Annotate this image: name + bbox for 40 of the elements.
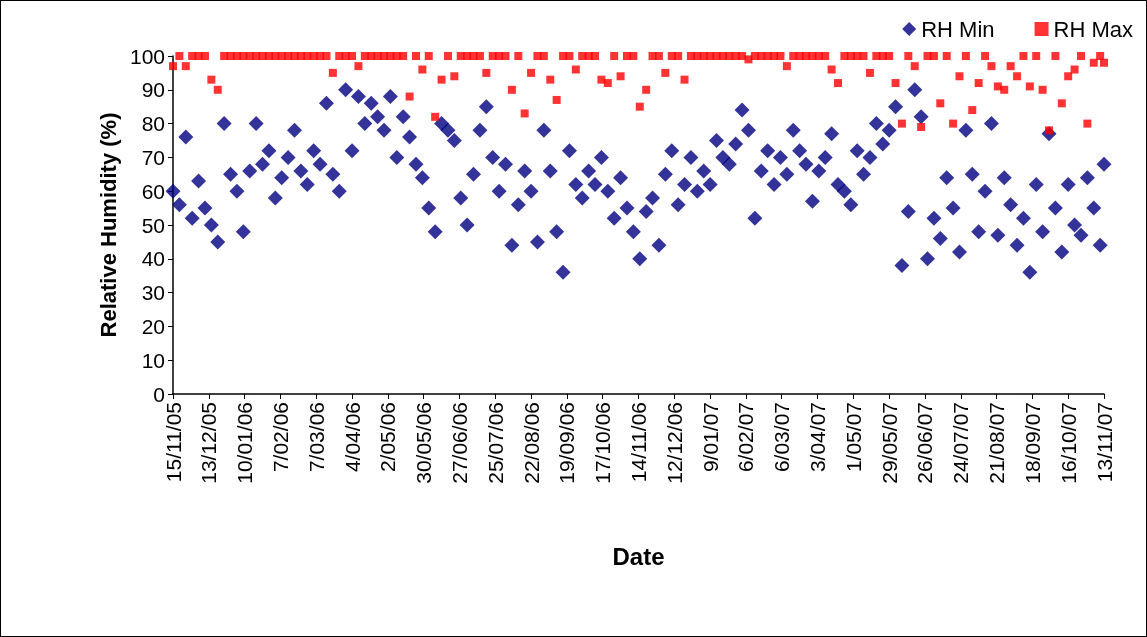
x-tick-label: 1/05/07 xyxy=(841,402,865,473)
x-tick-label: 16/10/07 xyxy=(1056,402,1080,484)
x-tick-label: 21/08/07 xyxy=(985,402,1009,484)
x-tick-label: 25/07/06 xyxy=(483,402,507,484)
y-tick-label: 50 xyxy=(141,213,165,237)
x-tick-label: 10/01/06 xyxy=(233,402,257,484)
y-tick-label: 80 xyxy=(141,112,165,136)
y-tick-label: 60 xyxy=(141,179,165,203)
x-tick-label: 24/07/07 xyxy=(949,402,973,484)
x-tick-label: 3/04/07 xyxy=(806,402,830,473)
x-tick-label: 6/02/07 xyxy=(734,402,758,473)
x-tick-label: 9/01/07 xyxy=(698,402,722,473)
y-tick-label: 10 xyxy=(141,348,165,372)
legend-label: RH Max xyxy=(1053,16,1133,42)
x-tick-label: 26/06/07 xyxy=(913,402,937,484)
x-tick-label: 6/03/07 xyxy=(770,402,794,473)
legend-label: RH Min xyxy=(921,16,995,42)
x-tick-label: 14/11/06 xyxy=(627,402,650,483)
y-axis-title: Relative Humidity (%) xyxy=(95,112,121,338)
x-axis-title: Date xyxy=(612,542,665,570)
x-tick-label: 30/05/06 xyxy=(412,402,436,484)
x-tick-label: 2/05/06 xyxy=(376,402,400,473)
x-tick-label: 13/11/07 xyxy=(1092,402,1116,483)
x-tick-label: 27/06/06 xyxy=(447,402,471,484)
x-tick-label: 22/08/06 xyxy=(519,402,543,484)
x-tick-label: 4/04/06 xyxy=(340,402,364,473)
x-tick-label: 19/09/06 xyxy=(555,402,579,484)
y-tick-label: 100 xyxy=(129,44,165,68)
x-tick-label: 29/05/07 xyxy=(877,402,901,484)
y-tick-label: 90 xyxy=(141,78,165,102)
x-tick-label: 7/03/06 xyxy=(304,402,328,473)
x-tick-label: 7/02/06 xyxy=(268,402,292,473)
y-tick-label: 70 xyxy=(141,145,165,169)
x-tick-label: 17/10/06 xyxy=(591,402,615,484)
y-tick-label: 30 xyxy=(141,281,165,305)
x-tick-label: 13/12/05 xyxy=(197,402,221,484)
x-tick-label: 18/09/07 xyxy=(1020,402,1044,484)
x-tick-label: 12/12/06 xyxy=(662,402,686,484)
y-tick-label: 20 xyxy=(141,314,165,338)
y-tick-label: 40 xyxy=(141,247,165,271)
